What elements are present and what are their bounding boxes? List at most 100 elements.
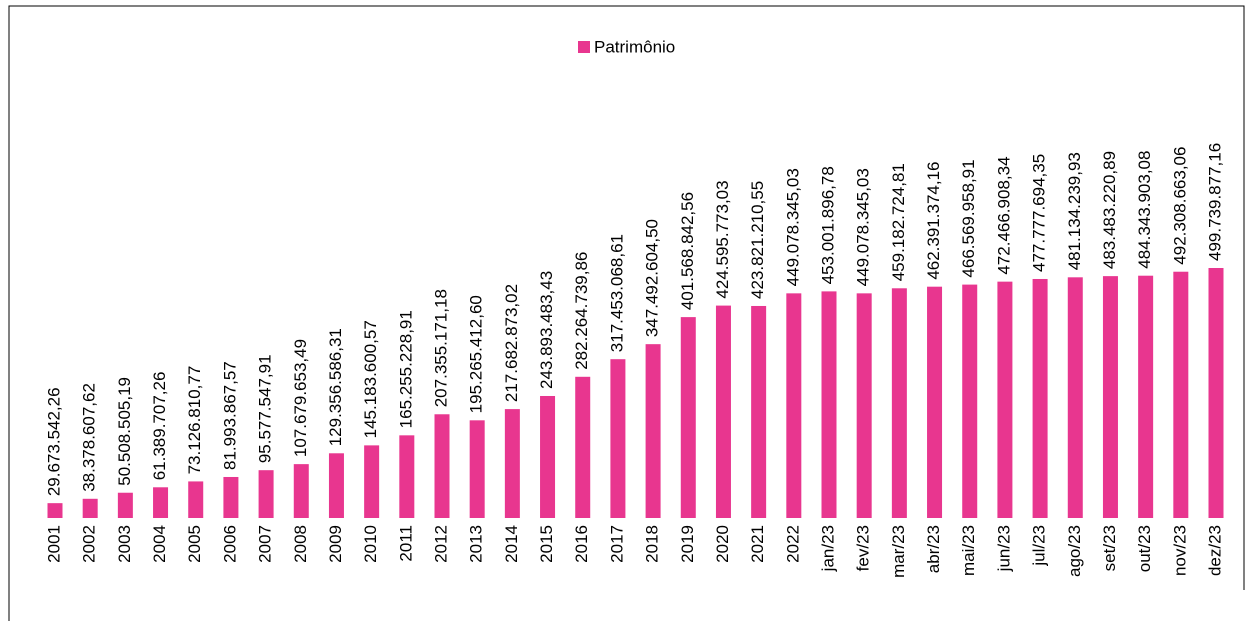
bar (434, 414, 450, 518)
value-label: 423.821.210,55 (748, 181, 767, 299)
bar (715, 305, 731, 518)
x-tick-label: 2012 (431, 525, 450, 563)
x-tick-label: abr/23 (924, 525, 943, 573)
x-tick-label: 2005 (185, 525, 204, 563)
bar (751, 305, 767, 518)
value-label: 243.893.483,43 (537, 271, 556, 389)
value-label: 484.343.903,08 (1135, 151, 1154, 269)
value-label: 483.483.220,89 (1100, 151, 1119, 269)
bar (504, 409, 520, 518)
bar (997, 281, 1013, 518)
value-label: 61.389.707,26 (150, 372, 169, 481)
x-tick-label: 2004 (150, 525, 169, 563)
bar (223, 476, 239, 518)
value-label: 449.078.345,03 (783, 168, 802, 286)
bar (47, 503, 63, 518)
value-label: 107.679.653,49 (291, 339, 310, 457)
bar (153, 487, 169, 518)
legend-label: Patrimônio (594, 37, 675, 56)
bar (1208, 268, 1224, 518)
value-label: 449.078.345,03 (854, 168, 873, 286)
x-tick-label: 2019 (678, 525, 697, 563)
bar (1032, 278, 1048, 518)
value-label: 347.492.604,50 (643, 219, 662, 337)
x-tick-label: 2018 (643, 525, 662, 563)
bar (821, 291, 837, 518)
x-tick-label: 2007 (256, 525, 275, 563)
bar (1138, 275, 1154, 518)
bar (575, 376, 591, 518)
bar (856, 293, 872, 518)
x-tick-label: 2002 (80, 525, 99, 563)
value-label: 499.739.877,16 (1205, 143, 1224, 261)
x-tick-label: 2013 (467, 525, 486, 563)
bar (82, 498, 98, 518)
value-label: 95.577.547,91 (256, 354, 275, 463)
value-label: 459.182.724,81 (889, 163, 908, 281)
bar (188, 481, 204, 518)
x-tick-label: jun/23 (994, 525, 1013, 572)
x-tick-label: 2017 (607, 525, 626, 563)
bar (258, 470, 274, 518)
x-tick-label: 2006 (220, 525, 239, 563)
value-label: 477.777.694,35 (1030, 154, 1049, 272)
bar (117, 492, 133, 518)
x-tick-label: 2011 (396, 525, 415, 562)
value-label: 481.134.239,93 (1065, 152, 1084, 270)
value-label: 29.673.542,26 (44, 387, 63, 496)
bar (786, 293, 802, 518)
x-tick-label: 2009 (326, 525, 345, 563)
value-label: 217.682.873,02 (502, 284, 521, 402)
x-tick-label: nov/23 (1170, 525, 1189, 576)
value-label: 207.355.171,18 (431, 289, 450, 407)
bar (540, 395, 556, 518)
value-label: 282.264.739,86 (572, 252, 591, 370)
value-label: 472.466.908,34 (994, 156, 1013, 274)
bar (399, 435, 415, 518)
legend-swatch (578, 41, 590, 53)
x-tick-label: ago/23 (1065, 525, 1084, 577)
value-label: 424.595.773,03 (713, 180, 732, 298)
bar (927, 286, 943, 518)
value-label: 73.126.810,77 (185, 366, 204, 475)
x-tick-label: 2020 (713, 525, 732, 563)
bar (610, 359, 626, 518)
bar (962, 284, 978, 518)
value-label: 145.183.600,57 (361, 320, 380, 438)
bar (680, 317, 696, 518)
x-tick-label: 2008 (291, 525, 310, 563)
bar (1102, 276, 1118, 518)
value-label: 81.993.867,57 (220, 361, 239, 470)
value-label: 50.508.505,19 (115, 377, 134, 486)
x-tick-label: set/23 (1100, 525, 1119, 571)
x-tick-label: out/23 (1135, 525, 1154, 572)
bar (293, 464, 309, 518)
x-tick-label: dez/23 (1205, 525, 1224, 576)
value-label: 129.356.586,31 (326, 328, 345, 446)
value-label: 462.391.374,16 (924, 162, 943, 280)
bar (891, 288, 907, 518)
x-tick-label: 2003 (115, 525, 134, 563)
x-tick-label: 2016 (572, 525, 591, 563)
bar (645, 344, 661, 518)
value-label: 453.001.896,78 (818, 166, 837, 284)
x-tick-label: 2021 (748, 525, 767, 563)
x-tick-label: fev/23 (854, 525, 873, 571)
x-tick-label: 2014 (502, 525, 521, 563)
value-label: 317.453.068,61 (607, 234, 626, 352)
x-tick-label: 2001 (44, 525, 63, 563)
bar (469, 420, 485, 518)
x-tick-label: 2015 (537, 525, 556, 563)
value-label: 466.569.958,91 (959, 159, 978, 277)
x-tick-label: mar/23 (889, 525, 908, 578)
bar (1067, 277, 1083, 518)
x-tick-label: mai/23 (959, 525, 978, 576)
x-tick-label: jul/23 (1030, 525, 1049, 567)
value-label: 38.378.607,62 (80, 383, 99, 492)
value-label: 195.265.412,60 (467, 295, 486, 413)
bar (1173, 271, 1189, 518)
bar (328, 453, 344, 518)
value-label: 492.308.663,06 (1170, 147, 1189, 265)
x-tick-label: 2022 (783, 525, 802, 563)
value-label: 401.568.842,56 (678, 192, 697, 310)
